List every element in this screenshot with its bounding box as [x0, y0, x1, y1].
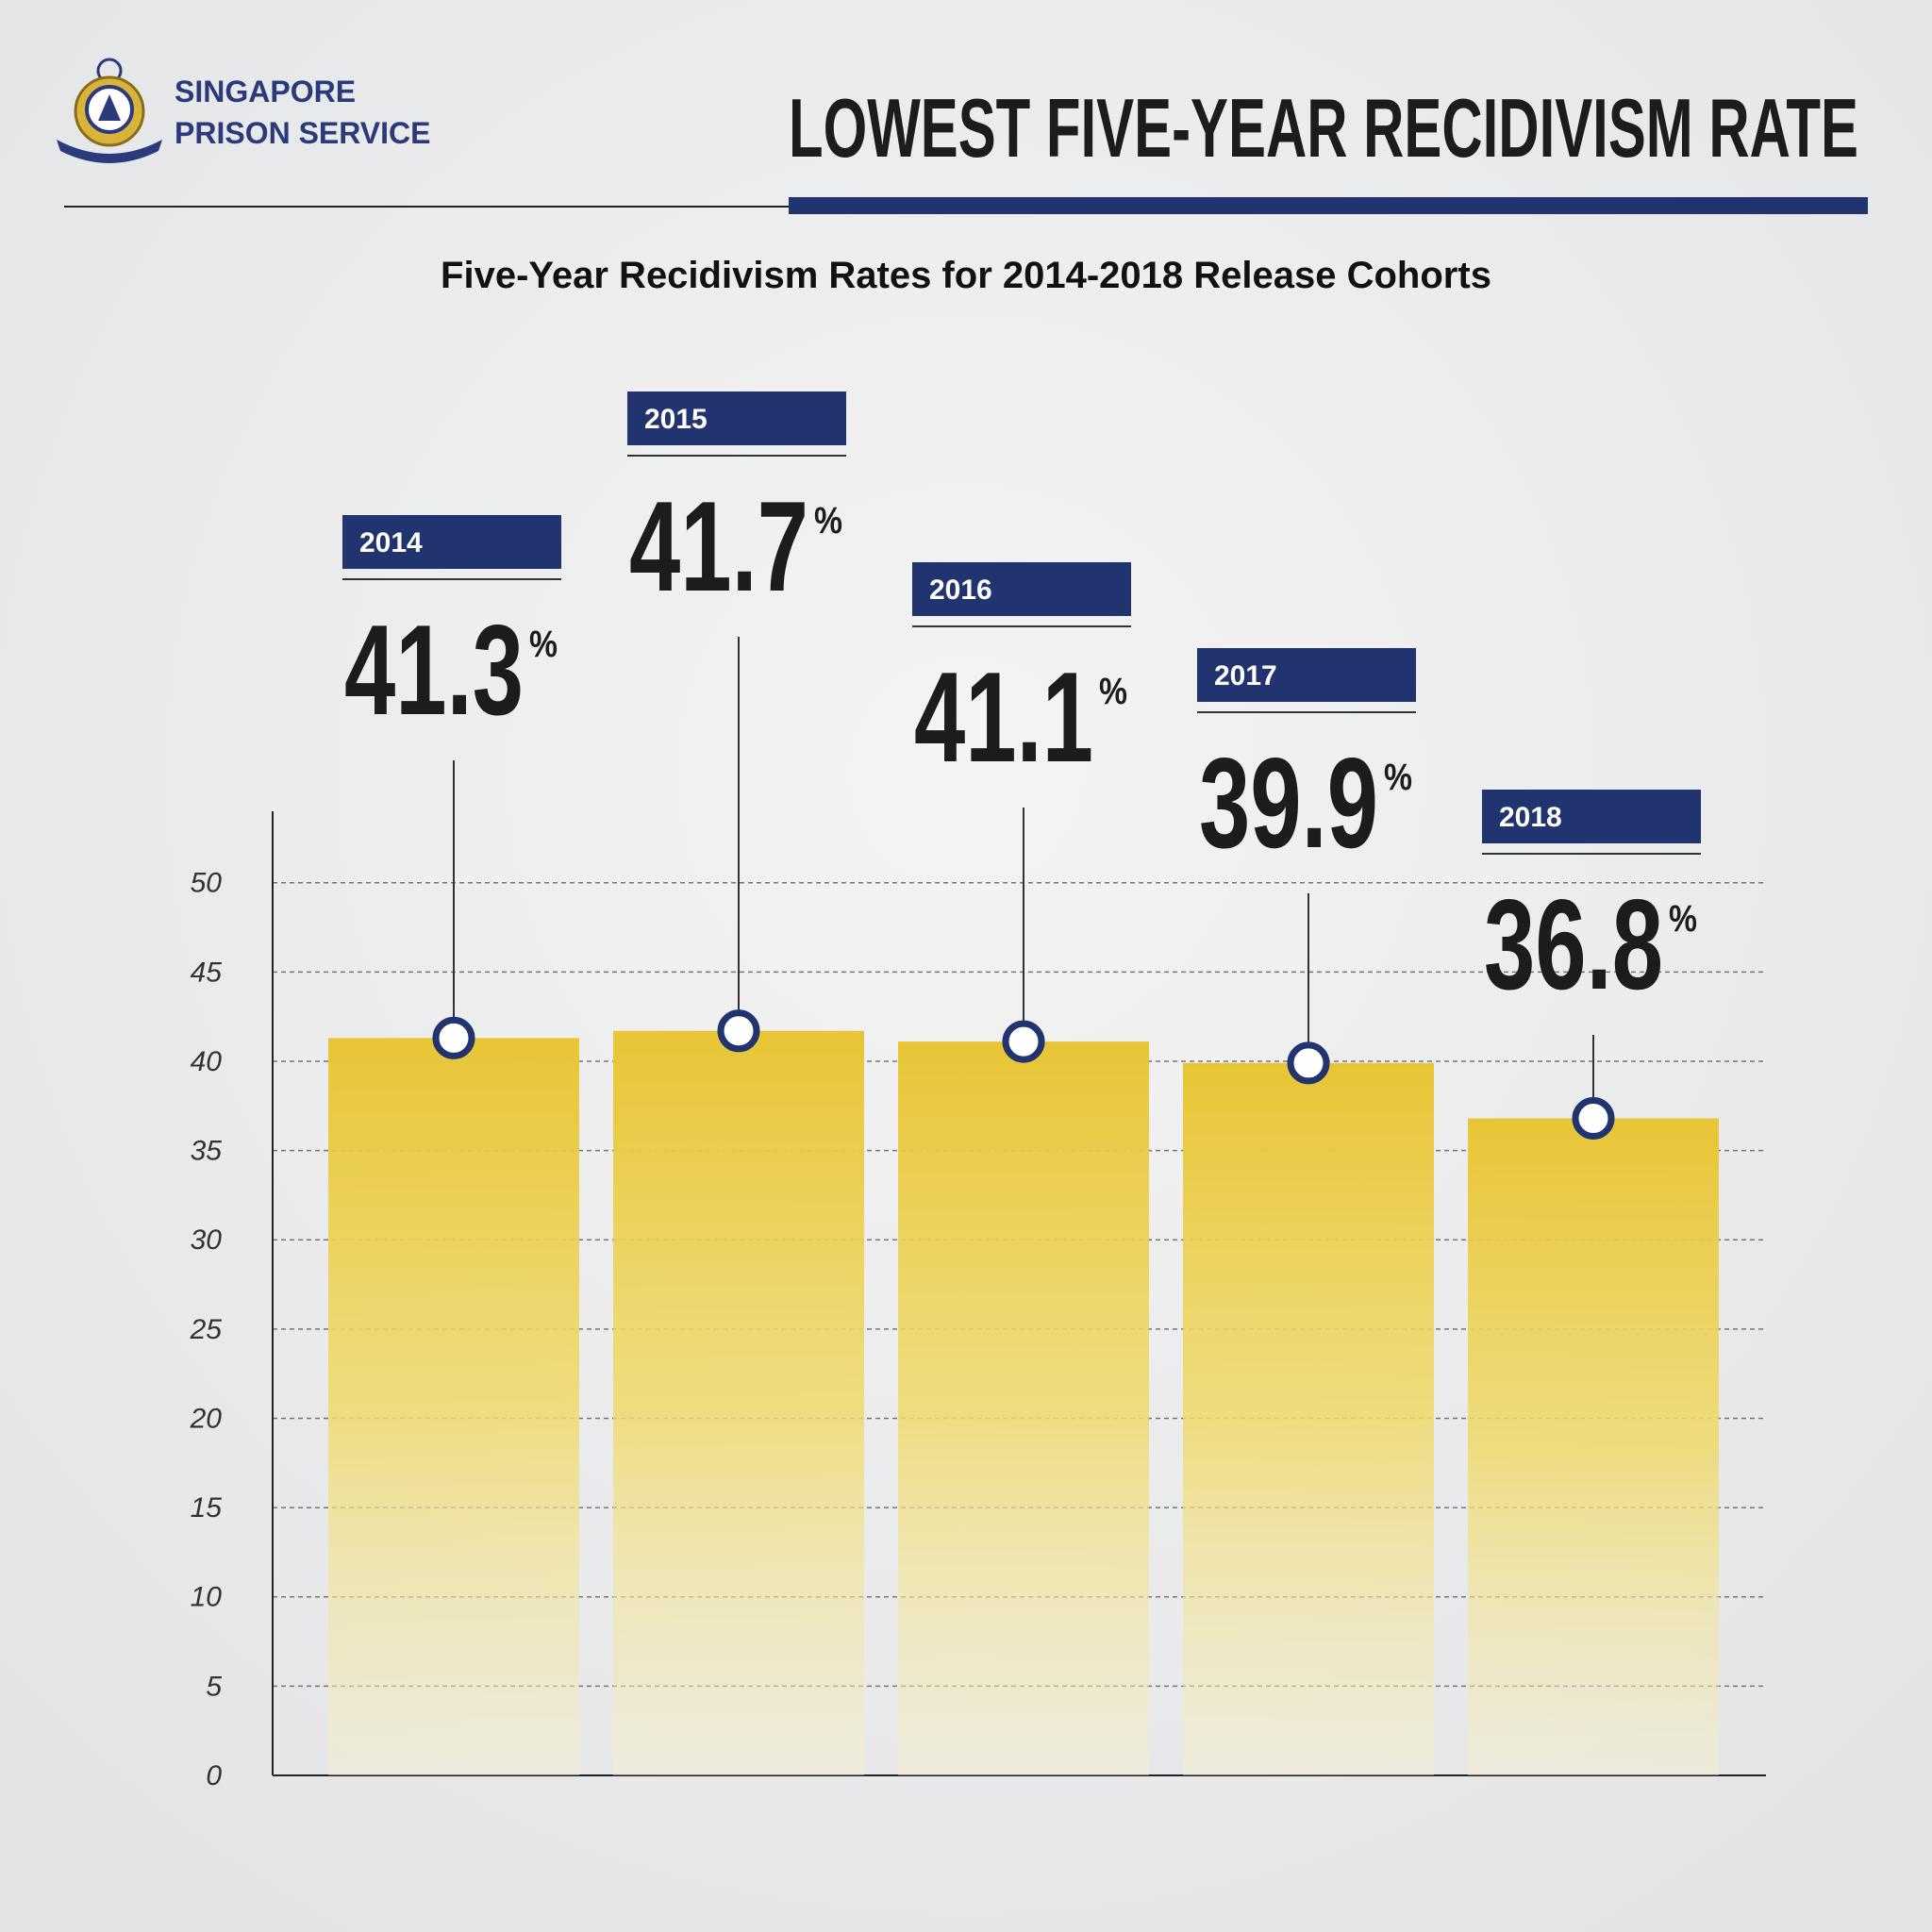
y-tick-label: 30	[191, 1224, 223, 1256]
x-tick-label: 2017	[1214, 660, 1277, 691]
bar	[898, 1041, 1149, 1775]
plot: 0 5 10 15 20 25 30 35 40 45 50 2014 41.3 % 2015 41.7 % 20…	[190, 391, 1766, 1791]
value-unit: %	[1099, 671, 1127, 712]
y-tick-label: 0	[206, 1760, 222, 1791]
point-marker	[717, 1009, 760, 1053]
x-tick-label: 2018	[1499, 802, 1562, 833]
point-marker	[1572, 1097, 1615, 1141]
y-tick-label: 10	[191, 1582, 223, 1613]
y-tick-label: 50	[191, 868, 223, 899]
year-box	[1197, 648, 1416, 702]
x-tick-label: 2014	[359, 527, 423, 558]
y-tick-label: 25	[190, 1314, 223, 1345]
value-label: 36.8	[1484, 873, 1663, 1016]
year-box	[912, 562, 1131, 616]
y-tick-label: 5	[206, 1671, 222, 1702]
year-box	[627, 391, 846, 445]
x-tick-label: 2016	[929, 575, 992, 606]
value-unit: %	[1384, 757, 1412, 798]
y-tick-label: 20	[190, 1403, 223, 1434]
value-unit: %	[814, 500, 842, 541]
value-label: 39.9	[1199, 731, 1378, 874]
y-tick-label: 40	[191, 1046, 223, 1077]
org-name: PRISON SERVICE	[175, 116, 430, 150]
org-name: SINGAPORE	[175, 75, 356, 108]
value-unit: %	[529, 624, 558, 665]
value-label: 41.7	[629, 475, 808, 618]
title-bar	[789, 197, 1868, 214]
bar	[328, 1038, 579, 1775]
value-label: 41.3	[344, 598, 524, 741]
value-unit: %	[1669, 898, 1697, 940]
value-label: 41.1	[914, 645, 1093, 789]
logo	[57, 58, 162, 163]
year-box	[342, 515, 561, 569]
point-marker	[432, 1016, 475, 1059]
chart-title: LOWEST FIVE-YEAR RECIDIVISM RATE	[789, 81, 1858, 175]
bar	[1183, 1062, 1434, 1775]
y-tick-label: 45	[191, 957, 223, 988]
bar	[1468, 1118, 1719, 1775]
point-marker	[1002, 1020, 1045, 1063]
x-tick-label: 2015	[644, 404, 708, 435]
point-marker	[1287, 1041, 1330, 1085]
y-tick-label: 15	[191, 1492, 223, 1524]
year-box	[1482, 790, 1701, 843]
bar	[613, 1030, 864, 1775]
y-tick-label: 35	[191, 1136, 223, 1167]
chart-subtitle: Five-Year Recidivism Rates for 2014-2018…	[441, 255, 1491, 296]
